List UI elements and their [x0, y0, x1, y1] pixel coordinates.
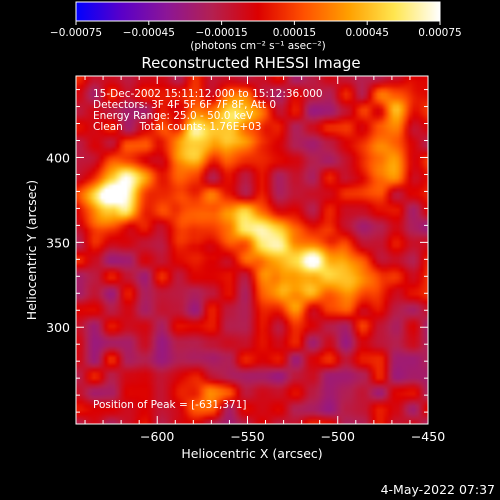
annotation-energy-range: Energy Range: 25.0 - 50.0 keV — [93, 110, 254, 122]
plot-frame — [75, 75, 429, 425]
colorbar-tick-label: 0.00015 — [273, 27, 316, 39]
annotation-detectors: Detectors: 3F 4F 5F 6F 7F 8F, Att 0 — [93, 99, 276, 111]
y-tick-label: 400 — [46, 150, 70, 165]
x-axis-label: Heliocentric X (arcsec) — [181, 446, 322, 461]
footer-timestamp: 4-May-2022 07:37 — [381, 482, 495, 497]
peak-position-label: Position of Peak = [-631,371] — [93, 399, 247, 411]
colorbar-tick-label: 0.00045 — [345, 27, 388, 39]
colorbar-tick-label: −0.00015 — [195, 27, 247, 39]
x-tick-label: −500 — [321, 429, 355, 444]
y-tick-label: 300 — [46, 320, 70, 335]
heatmap-image — [76, 76, 428, 424]
colorbar-tick-label: −0.00075 — [50, 27, 102, 39]
colorbar-tick-label: −0.00045 — [123, 27, 175, 39]
annotation-clean-counts: Clean Total counts: 1.76E+03 — [93, 121, 262, 133]
colorbar-units-label: (photons cm⁻² s⁻¹ asec⁻²) — [190, 40, 325, 52]
colorbar: −0.00075 −0.00045 −0.00015 0.00015 0.00045 0.… — [50, 1, 462, 52]
x-tick-label: −550 — [230, 429, 264, 444]
colorbar-tick-label: 0.00075 — [418, 27, 461, 39]
axis-ticks: −600 −550 −500 −450 300 350 400 — [46, 76, 445, 444]
y-tick-label: 350 — [46, 235, 70, 250]
y-axis-label: Heliocentric Y (arcsec) — [24, 180, 39, 320]
annotation-time-range: 15-Dec-2002 15:11:12.000 to 15:12:36.000 — [93, 88, 323, 100]
plot-area: −600 −550 −500 −450 300 350 400 — [46, 75, 445, 444]
annotation-block: 15-Dec-2002 15:11:12.000 to 15:12:36.000… — [93, 88, 323, 133]
colorbar-strip — [75, 1, 441, 22]
x-tick-label: −600 — [140, 429, 174, 444]
colorbar-ticks: −0.00075 −0.00045 −0.00015 0.00015 0.00045 0.… — [50, 21, 462, 39]
chart-title: Reconstructed RHESSI Image — [141, 54, 360, 72]
x-tick-label: −450 — [411, 429, 445, 444]
